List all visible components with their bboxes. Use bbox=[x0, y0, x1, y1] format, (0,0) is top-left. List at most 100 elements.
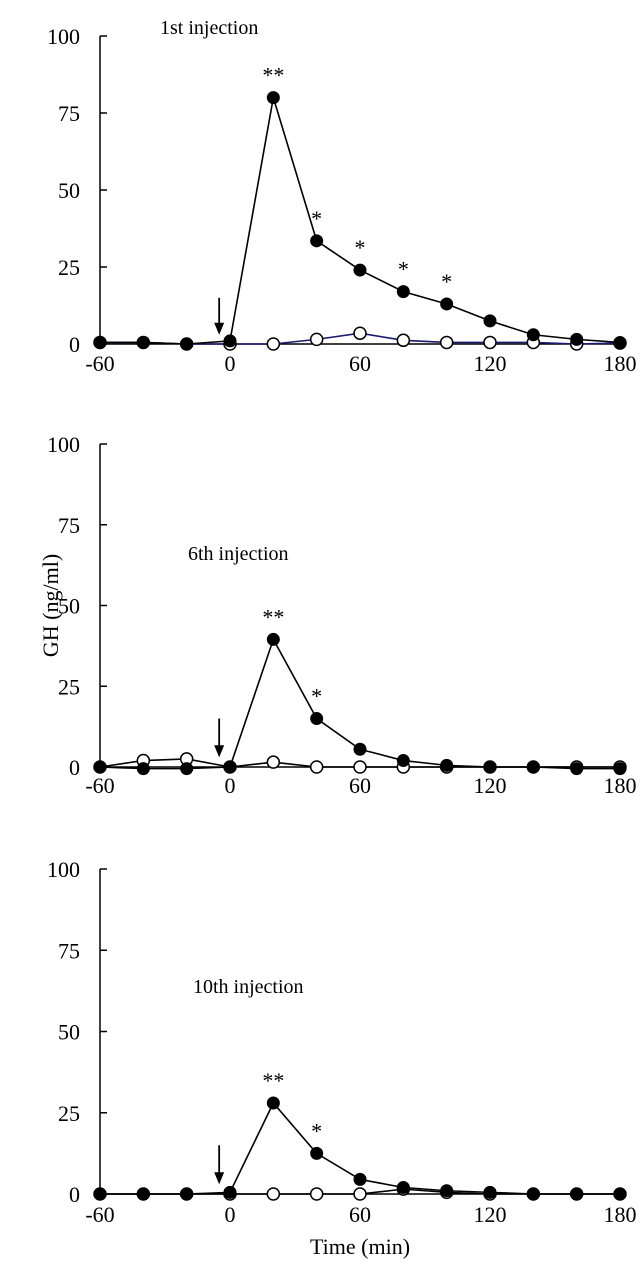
data-point-filled bbox=[483, 760, 497, 774]
y-tick-label: 75 bbox=[58, 513, 80, 538]
data-point-filled bbox=[613, 762, 627, 776]
data-point-filled bbox=[223, 760, 237, 774]
y-tick-label: 0 bbox=[69, 755, 80, 780]
data-point-filled bbox=[266, 1096, 280, 1110]
y-tick-label: 0 bbox=[69, 332, 80, 357]
data-point-open bbox=[266, 337, 281, 351]
data-point-filled bbox=[180, 762, 194, 776]
data-point-open bbox=[309, 760, 324, 774]
data-point-filled bbox=[353, 263, 367, 277]
data-point-filled bbox=[483, 314, 497, 328]
data-point-filled bbox=[440, 1184, 454, 1198]
data-point-filled bbox=[483, 1185, 497, 1199]
chart-title: 6th injection bbox=[188, 543, 289, 565]
data-point-filled bbox=[570, 762, 584, 776]
y-tick-label: 25 bbox=[58, 255, 80, 280]
y-tick-label: 50 bbox=[58, 1020, 80, 1045]
y-tick-label: 25 bbox=[58, 674, 80, 699]
data-point-filled bbox=[396, 1181, 410, 1194]
x-tick-label: 180 bbox=[604, 1202, 637, 1227]
data-point-filled bbox=[223, 334, 237, 348]
data-point-open bbox=[309, 332, 324, 347]
significance-marker: ** bbox=[262, 1068, 284, 1093]
significance-marker: * bbox=[311, 1118, 322, 1143]
data-point-filled bbox=[266, 91, 280, 105]
data-point-open bbox=[353, 760, 367, 774]
chart-title: 10th injection bbox=[193, 976, 304, 998]
data-point-filled bbox=[310, 712, 324, 726]
x-tick-label: 0 bbox=[225, 773, 236, 798]
significance-marker: * bbox=[398, 257, 409, 282]
x-tick-label: 180 bbox=[604, 351, 637, 376]
chart-title: 1st injection bbox=[160, 17, 258, 39]
data-point-filled bbox=[93, 1187, 107, 1201]
y-tick-label: 50 bbox=[58, 594, 80, 619]
data-point-filled bbox=[136, 1187, 150, 1201]
data-point-filled bbox=[440, 297, 454, 311]
x-tick-label: -60 bbox=[85, 351, 114, 376]
x-tick-label: 0 bbox=[225, 351, 236, 376]
x-axis-label: Time (min) bbox=[310, 1234, 410, 1259]
data-point-filled bbox=[93, 760, 107, 774]
significance-marker: * bbox=[355, 235, 366, 260]
x-tick-label: 60 bbox=[349, 773, 371, 798]
x-tick-label: -60 bbox=[85, 773, 114, 798]
significance-marker: * bbox=[311, 684, 322, 709]
x-tick-label: -60 bbox=[85, 1202, 114, 1227]
data-point-filled bbox=[440, 758, 454, 772]
data-point-filled bbox=[180, 337, 194, 351]
significance-marker: * bbox=[441, 269, 452, 294]
data-point-filled bbox=[93, 335, 107, 349]
x-tick-label: 60 bbox=[349, 351, 371, 376]
significance-marker: ** bbox=[262, 63, 284, 88]
injection-arrow-head bbox=[214, 322, 225, 335]
data-point-filled bbox=[266, 632, 280, 646]
injection-arrow-head bbox=[214, 745, 225, 758]
data-point-filled bbox=[570, 1187, 584, 1201]
significance-marker: ** bbox=[262, 604, 284, 629]
data-point-filled bbox=[353, 742, 367, 756]
significance-marker: * bbox=[311, 206, 322, 231]
y-tick-label: 75 bbox=[58, 938, 80, 963]
data-point-open bbox=[266, 755, 281, 769]
y-tick-label: 25 bbox=[58, 1101, 80, 1126]
x-tick-label: 120 bbox=[474, 1202, 507, 1227]
data-point-open bbox=[266, 1187, 281, 1201]
y-tick-label: 0 bbox=[69, 1182, 80, 1207]
x-tick-label: 120 bbox=[474, 351, 507, 376]
y-tick-label: 100 bbox=[47, 24, 80, 49]
data-point-open bbox=[439, 335, 454, 350]
data-point-filled bbox=[396, 754, 410, 768]
data-point-open bbox=[353, 326, 367, 340]
data-point-open bbox=[483, 335, 497, 350]
y-tick-label: 100 bbox=[47, 432, 80, 457]
y-tick-label: 100 bbox=[47, 857, 80, 882]
injection-arrow-head bbox=[214, 1172, 225, 1185]
data-point-filled bbox=[310, 234, 324, 248]
data-point-filled bbox=[136, 335, 150, 349]
data-point-filled bbox=[526, 1187, 540, 1201]
x-tick-label: 60 bbox=[349, 1202, 371, 1227]
data-point-filled bbox=[613, 335, 627, 349]
data-point-open bbox=[309, 1187, 324, 1201]
y-axis-label: GH (ng/ml) bbox=[38, 554, 63, 657]
data-point-filled bbox=[526, 328, 540, 342]
series-line-filled bbox=[100, 97, 621, 345]
data-point-filled bbox=[223, 1185, 237, 1199]
data-point-open bbox=[396, 333, 411, 348]
data-point-filled bbox=[136, 762, 150, 776]
x-tick-label: 180 bbox=[604, 773, 637, 798]
x-tick-label: 0 bbox=[225, 1202, 236, 1227]
x-tick-label: 120 bbox=[474, 773, 507, 798]
y-tick-label: 50 bbox=[58, 178, 80, 203]
data-point-open bbox=[353, 1187, 367, 1201]
data-point-filled bbox=[570, 332, 584, 346]
y-tick-label: 75 bbox=[58, 101, 80, 126]
data-point-filled bbox=[353, 1172, 367, 1186]
data-point-filled bbox=[310, 1146, 324, 1160]
data-point-filled bbox=[180, 1187, 194, 1201]
